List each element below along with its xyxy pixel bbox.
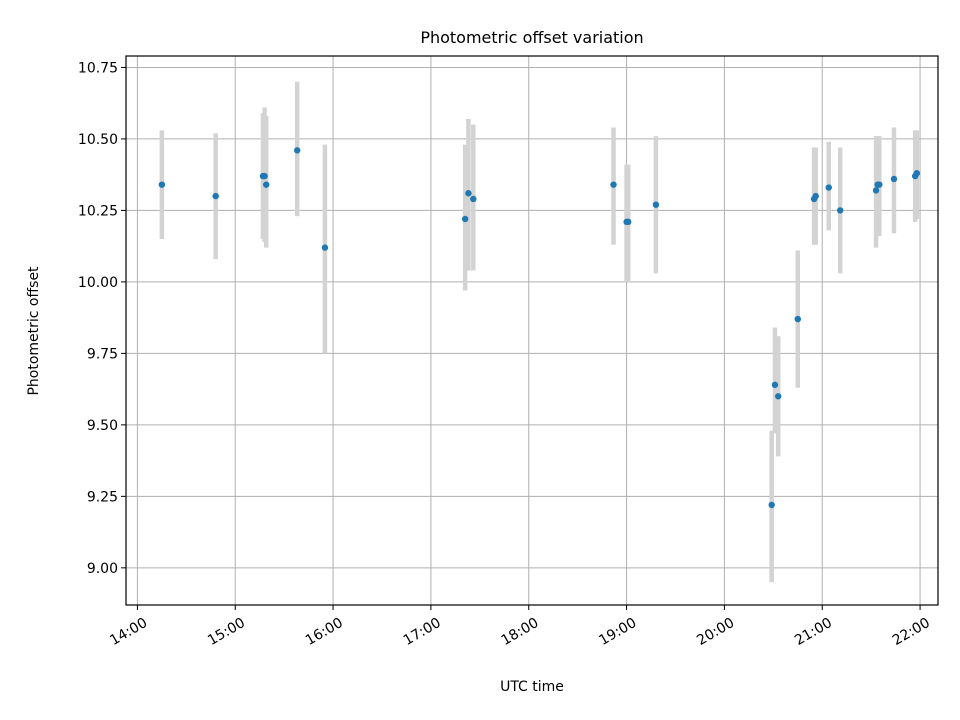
data-point: [794, 315, 801, 323]
x-tick-label: 21:00: [792, 615, 835, 649]
y-tick-label: 10.00: [78, 275, 118, 291]
data-point: [263, 181, 270, 188]
y-tick-label: 10.25: [78, 203, 118, 219]
data-point: [812, 192, 819, 200]
chart-title: Photometric offset variation: [420, 28, 643, 47]
y-tick-label: 9.75: [87, 346, 118, 362]
data-point: [771, 381, 779, 389]
data-points: [158, 147, 921, 509]
data-point: [652, 201, 660, 208]
x-tick-label: 17:00: [401, 615, 444, 649]
data-point: [321, 244, 329, 251]
x-tick-label: 16:00: [303, 615, 346, 649]
data-point: [775, 393, 782, 400]
data-point: [768, 501, 775, 509]
y-tick-label: 10.50: [78, 132, 118, 148]
data-point: [625, 218, 632, 226]
data-point: [461, 215, 469, 223]
data-point: [158, 181, 166, 188]
data-point: [913, 170, 921, 177]
data-point: [825, 184, 832, 191]
y-tick-label: 9.50: [87, 418, 118, 434]
data-point: [465, 190, 472, 197]
data-point: [876, 181, 883, 188]
data-point: [890, 175, 898, 183]
x-tick-label: 20:00: [694, 615, 737, 649]
y-tick-label: 10.75: [78, 60, 118, 76]
grid-lines: [126, 56, 938, 605]
error-bars: [159, 81, 920, 583]
plot-frame: [125, 55, 939, 606]
data-point: [470, 195, 477, 203]
x-axis: 14:00 15:00 16:00 17:00 18:00 19:00 20:00 21:00…: [107, 605, 933, 649]
data-point: [872, 187, 880, 194]
data-point: [261, 172, 268, 180]
data-point: [294, 147, 301, 154]
data-point: [212, 192, 219, 200]
y-tick-label: 9.25: [87, 489, 118, 505]
x-tick-label: 14:00: [107, 615, 150, 649]
y-tick-label: 9.00: [87, 561, 118, 577]
data-point: [836, 207, 844, 214]
x-tick-label: 22:00: [890, 615, 933, 649]
x-axis-label: UTC time: [500, 679, 564, 695]
y-axis-label: Photometric offset: [26, 266, 42, 396]
y-axis: 9.00 9.25 9.50 9.75 10.00 10.25 10.50 10.75: [78, 60, 126, 577]
x-tick-label: 15:00: [205, 615, 248, 649]
x-tick-label: 19:00: [596, 615, 639, 649]
data-point: [610, 181, 617, 188]
x-tick-label: 18:00: [499, 615, 542, 649]
